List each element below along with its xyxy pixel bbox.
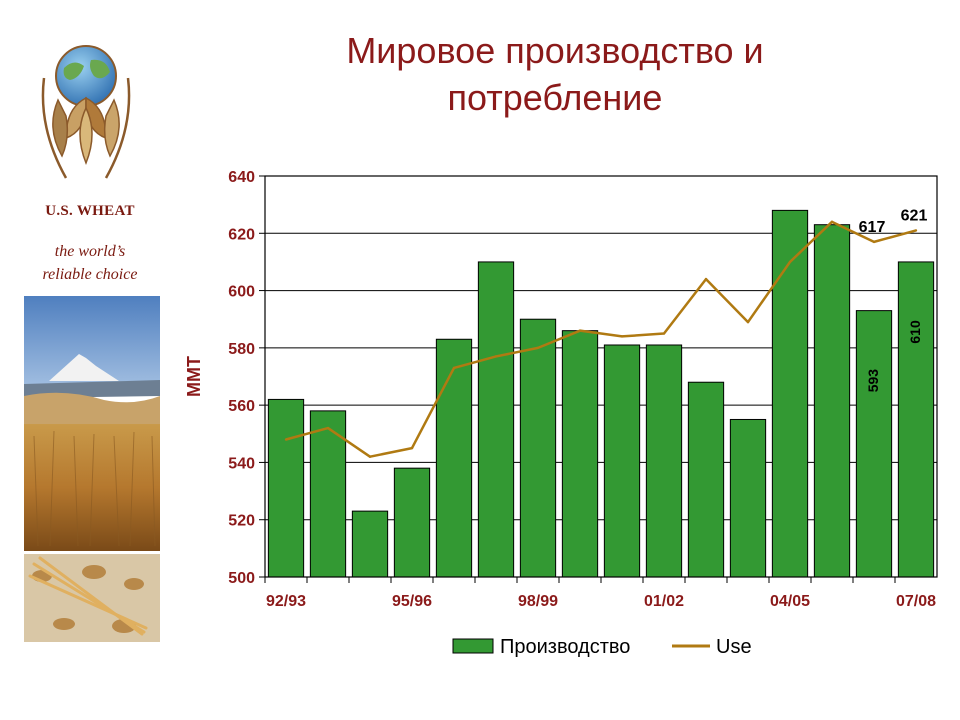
bar-production-93-94	[309, 410, 347, 578]
y-tick-label: 600	[228, 284, 255, 301]
bar-production-07-08	[897, 261, 935, 578]
x-tick-label: 07/08	[896, 593, 936, 610]
brand-tagline-line2: reliable choice	[42, 266, 138, 283]
data-label-production: 610	[907, 320, 923, 344]
y-axis-label: MMT	[184, 356, 204, 397]
point-use	[284, 438, 288, 441]
slide-title: Мировое производство и потребление	[346, 30, 764, 118]
legend-label-production: Производство	[500, 636, 630, 658]
bar-production-02-03	[687, 381, 725, 578]
point-use	[872, 240, 876, 244]
data-label-use: 621	[901, 207, 928, 224]
bar-production-94-95	[351, 510, 389, 578]
point-use	[788, 260, 792, 264]
y-tick-label: 640	[228, 169, 255, 186]
point-use	[578, 329, 582, 332]
data-label-production: 593	[865, 369, 881, 393]
point-use	[830, 220, 834, 224]
point-use	[536, 346, 540, 350]
bar-production-00-01	[603, 344, 641, 578]
us-wheat-logo	[41, 45, 131, 179]
x-tick-label: 04/05	[770, 593, 810, 610]
y-tick-label: 500	[228, 570, 255, 587]
data-label-use: 617	[859, 219, 886, 236]
bar-production-06-07	[855, 310, 893, 578]
y-tick-label: 560	[228, 398, 255, 415]
bar-production-05-06	[813, 224, 851, 578]
wheat-field-photo	[24, 296, 160, 551]
legend-label-use: Use	[716, 636, 752, 658]
point-use	[410, 446, 414, 450]
bar-production-95-96	[393, 467, 431, 578]
bar-production-96-97	[435, 338, 473, 578]
line-use	[285, 220, 917, 458]
legend-swatch-production	[452, 638, 494, 654]
y-tick-label: 540	[228, 455, 255, 472]
x-tick-label: 92/93	[266, 593, 306, 610]
point-use	[662, 332, 666, 335]
y-tick-label: 580	[228, 341, 255, 358]
x-tick-label: 01/02	[644, 593, 684, 610]
bar-production-03-04	[729, 418, 767, 578]
brand-name: U.S. WHEAT	[45, 203, 135, 219]
bar-production-97-98	[477, 261, 515, 578]
point-use	[746, 320, 750, 324]
point-use	[326, 426, 330, 430]
y-tick-label: 620	[228, 226, 255, 243]
point-use	[620, 335, 624, 338]
point-use	[704, 277, 708, 281]
point-use	[368, 455, 372, 458]
x-tick-label: 95/96	[392, 593, 432, 610]
point-use	[914, 229, 918, 232]
bar-production-04-05	[771, 209, 809, 578]
bar-production-01-02	[645, 344, 683, 578]
brand-tagline-line1: the world’s	[54, 243, 126, 260]
bar-production-99-00	[561, 330, 599, 578]
bar-production-98-99	[519, 318, 557, 578]
y-tick-label: 520	[228, 513, 255, 530]
point-use	[452, 366, 456, 370]
x-tick-label: 98/99	[518, 593, 558, 610]
wheat-sheaf-photo	[24, 554, 160, 642]
point-use	[494, 355, 498, 358]
bar-production-92-93	[267, 398, 305, 578]
chart: 617 621 593 610 500 520 540 560 580 600 620 640 MMT…	[184, 169, 938, 658]
